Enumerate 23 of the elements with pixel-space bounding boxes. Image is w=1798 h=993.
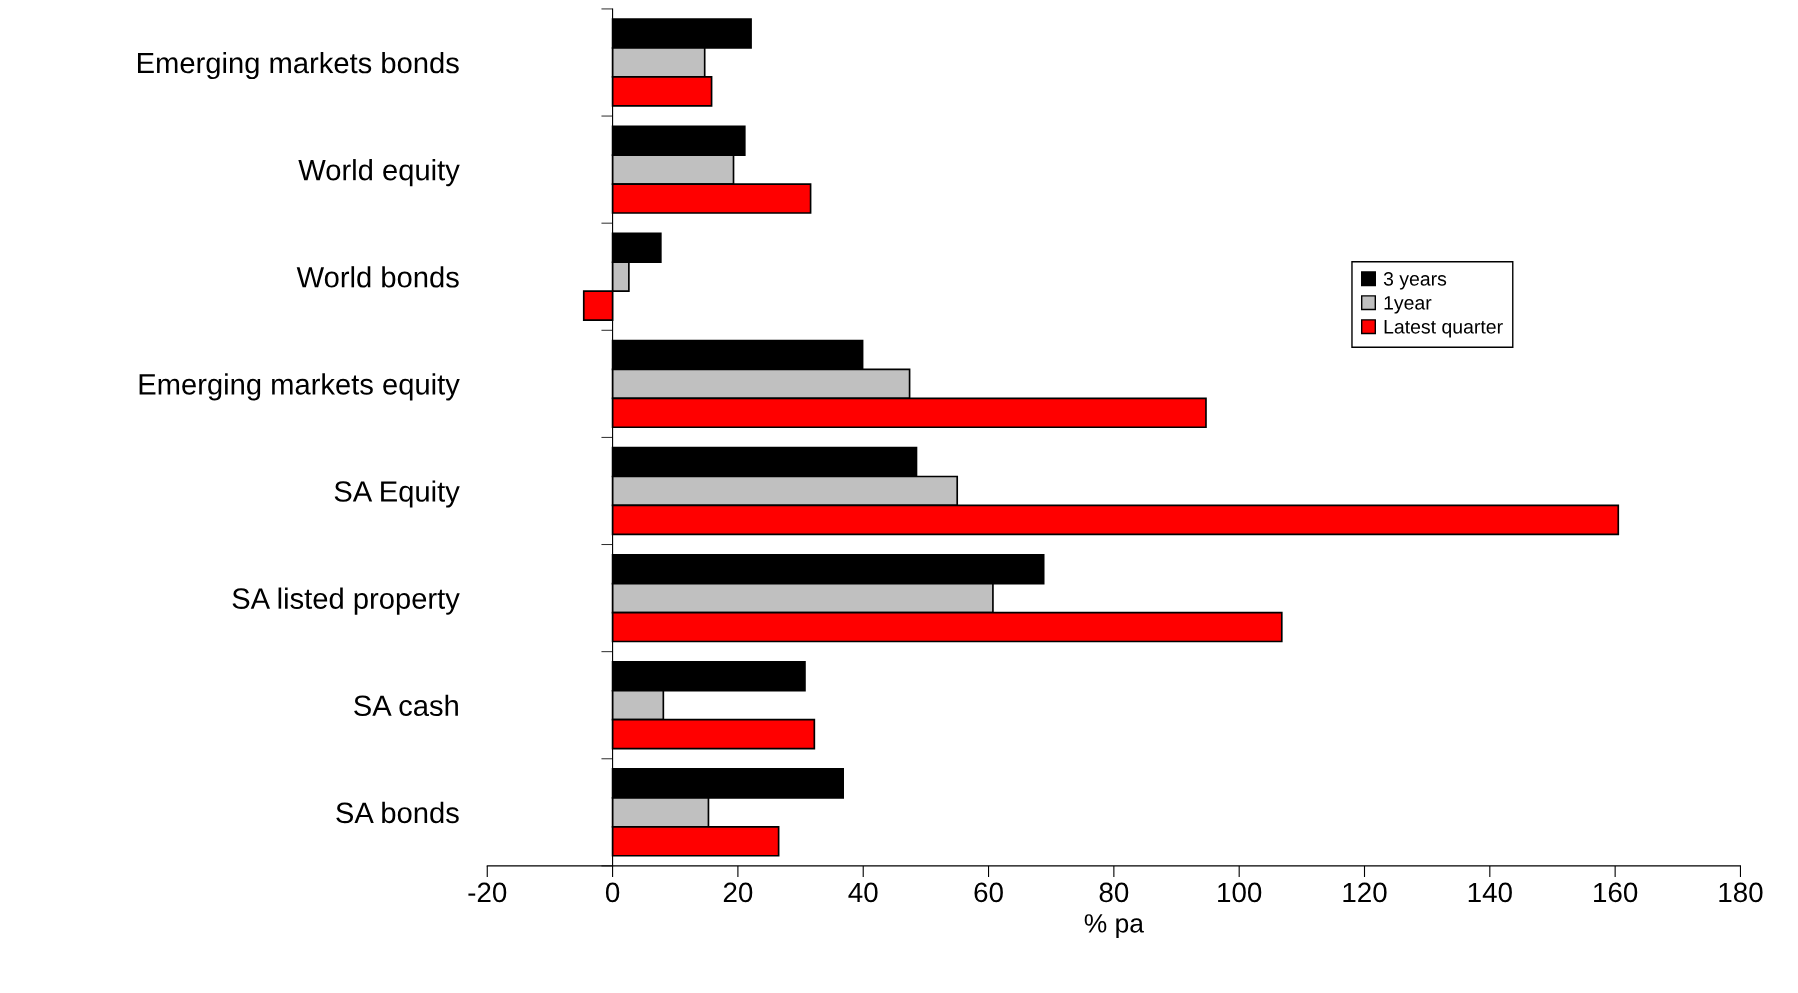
y-tick-label: Emerging markets equity [139, 373, 460, 401]
x-tick-label: 0 [605, 882, 620, 903]
x-tick-label: -20 [468, 882, 507, 903]
x-tick-label: 40 [848, 882, 878, 903]
y-tick-label: SA Equity [334, 480, 460, 508]
legend-label: 1year [1384, 296, 1432, 314]
y-tick-label: SA bonds [336, 801, 459, 824]
x-tick-label: 80 [1099, 882, 1129, 903]
y-tick-label: SA listed property [232, 587, 460, 615]
x-tick-label: 160 [1594, 882, 1638, 903]
x-tick-label: 120 [1343, 882, 1387, 903]
legend-label: Latest quarter [1384, 320, 1503, 338]
x-tick-label: 20 [723, 882, 753, 903]
y-tick-label: World equity [298, 159, 460, 187]
x-tick-label: 60 [974, 882, 1003, 903]
x-tick-label: 180 [1719, 882, 1763, 903]
legend-label: 3 years [1383, 271, 1447, 290]
x-tick-label: 140 [1468, 882, 1512, 903]
y-tick-label: World bonds [296, 266, 459, 288]
x-tick-label: 100 [1218, 882, 1262, 903]
x-axis-title: % pa [1084, 914, 1144, 938]
y-tick-label: Emerging markets bonds [137, 51, 459, 80]
y-tick-label: SA cash [354, 694, 458, 717]
